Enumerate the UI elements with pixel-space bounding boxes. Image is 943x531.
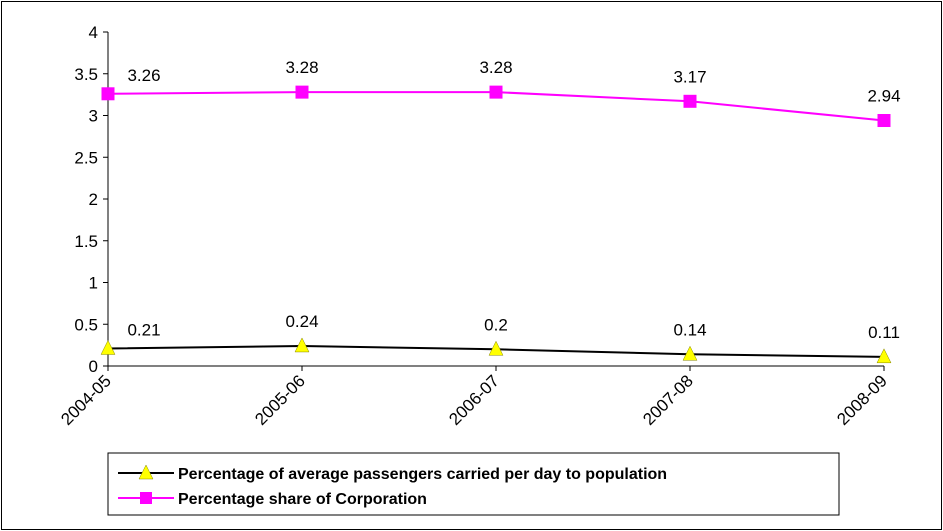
data-point-square <box>877 114 891 128</box>
y-tick-labels: 0 0.5 1 1.5 2 2.5 3 3.5 4 <box>74 23 98 376</box>
data-label: 0.21 <box>127 320 160 339</box>
y-tick-label: 4 <box>89 23 98 42</box>
data-point-triangle <box>100 339 116 355</box>
y-tick-label: 2 <box>89 190 98 209</box>
data-point-square <box>489 85 503 99</box>
legend-marker-triangle <box>138 464 154 480</box>
data-label: 3.26 <box>127 66 160 85</box>
y-tick-label: 2.5 <box>74 148 98 167</box>
legend: Percentage of average passengers carried… <box>107 452 840 516</box>
legend-label: Percentage share of Corporation <box>178 491 427 508</box>
data-point-triangle <box>294 337 310 353</box>
y-tick-label: 3.5 <box>74 65 98 84</box>
data-point-square <box>295 85 309 99</box>
legend-entry-1: Percentage of average passengers carried… <box>118 464 667 483</box>
series-2: 3.26 3.28 3.28 3.17 2.94 <box>101 58 901 128</box>
data-label: 3.28 <box>285 58 318 77</box>
y-tick-label: 0 <box>89 357 98 376</box>
data-point-square <box>101 87 115 101</box>
legend-label: Percentage of average passengers carried… <box>178 466 667 483</box>
legend-marker-square <box>140 492 152 504</box>
data-label: 0.2 <box>484 315 508 334</box>
data-label: 0.14 <box>673 320 706 339</box>
y-tick-label: 1.5 <box>74 232 98 251</box>
data-point-triangle <box>488 340 504 356</box>
series-layer: 0.21 0.24 0.2 0.14 0.11 3.26 3.28 3.28 3.17 2.94 <box>100 58 901 364</box>
y-tick-label: 3 <box>89 107 98 126</box>
legend-entry-2: Percentage share of Corporation <box>118 491 427 508</box>
data-label: 0.11 <box>868 323 900 342</box>
data-point-triangle <box>682 345 698 361</box>
data-label: 2.94 <box>867 87 900 106</box>
data-label: 3.17 <box>673 67 706 86</box>
data-point-triangle <box>876 348 892 364</box>
data-label: 3.28 <box>479 58 512 77</box>
series-1: 0.21 0.24 0.2 0.14 0.11 <box>100 312 900 364</box>
data-point-square <box>683 94 697 108</box>
data-label: 0.24 <box>285 312 318 331</box>
y-tick-label: 0.5 <box>74 315 98 334</box>
y-tick-label: 1 <box>89 274 98 293</box>
legend-box <box>107 452 840 516</box>
